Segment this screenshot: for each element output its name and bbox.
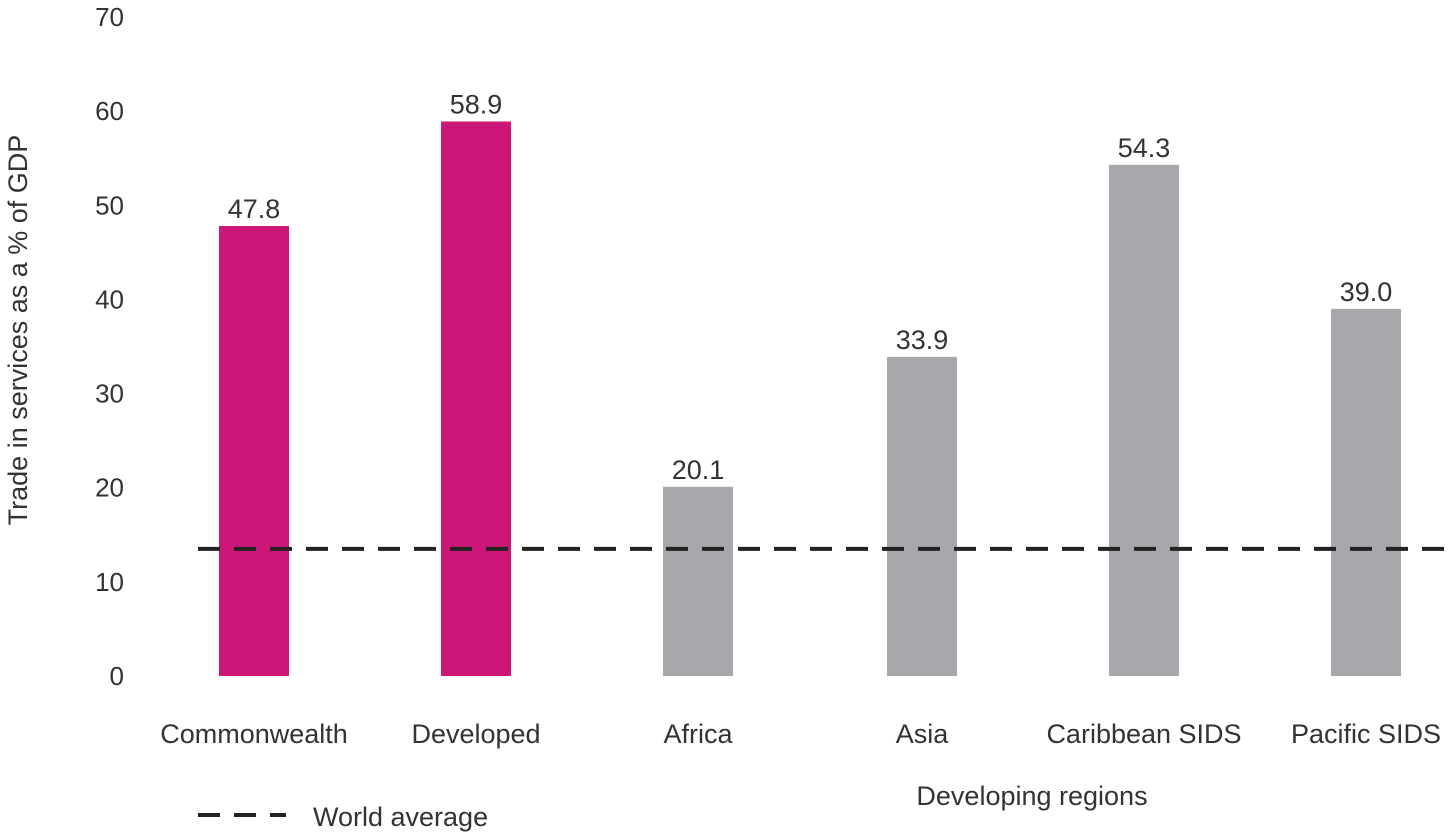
value-label: 20.1: [672, 455, 725, 485]
y-axis: Trade in services as a % of GDP 0 10 20 30 4…: [3, 2, 124, 691]
bar: [219, 225, 289, 677]
category-label: Commonwealth: [160, 719, 348, 749]
value-label: 39.0: [1340, 277, 1393, 307]
value-label: 33.9: [896, 325, 949, 355]
bar: [1331, 308, 1401, 676]
legend: World average: [198, 802, 488, 832]
y-tick-label: 40: [95, 284, 124, 314]
y-tick-label: 0: [110, 661, 124, 691]
bar: [663, 486, 733, 676]
value-label: 47.8: [228, 194, 281, 224]
bars: [219, 121, 1401, 677]
y-tick-label: 20: [95, 473, 124, 503]
bar: [887, 356, 957, 676]
category-label: Asia: [896, 719, 950, 749]
category-label: Pacific SIDS: [1291, 719, 1441, 749]
value-label: 54.3: [1118, 133, 1171, 163]
legend-label: World average: [313, 802, 488, 832]
bar: [1109, 164, 1179, 676]
y-axis-label: Trade in services as a % of GDP: [3, 135, 33, 526]
y-tick-label: 50: [95, 190, 124, 220]
group-label: Developing regions: [916, 781, 1147, 811]
y-tick-label: 10: [95, 567, 124, 597]
y-tick-label: 30: [95, 379, 124, 409]
bar: [441, 121, 511, 676]
category-labels: Commonwealth Developed Africa Asia Caribbean…: [160, 719, 1441, 749]
y-tick-label: 60: [95, 96, 124, 126]
category-label: Africa: [663, 719, 733, 749]
value-label: 58.9: [450, 89, 503, 119]
value-labels: 47.8 58.9 20.1 33.9 54.3 39.0: [228, 89, 1393, 484]
category-label: Developed: [411, 719, 540, 749]
y-tick-labels: 0 10 20 30 40 50 60 70: [95, 2, 124, 691]
category-label: Caribbean SIDS: [1046, 719, 1241, 749]
y-tick-label: 70: [95, 2, 124, 32]
